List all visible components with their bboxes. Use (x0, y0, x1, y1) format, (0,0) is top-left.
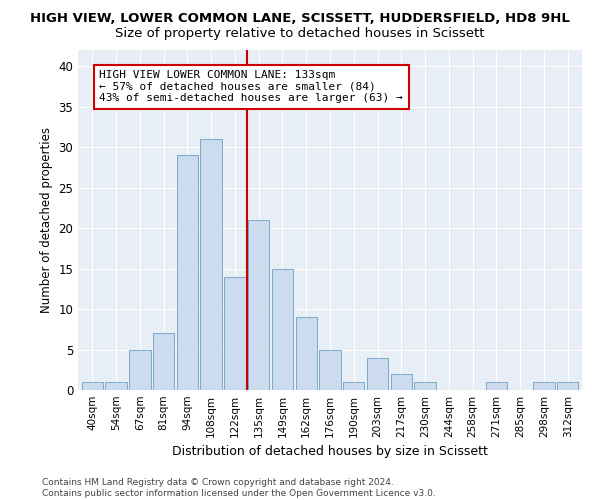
Bar (224, 276, 245, 390)
Bar (272, 268, 293, 390)
Bar (391, 374, 412, 390)
Text: Size of property relative to detached houses in Scissett: Size of property relative to detached ho… (115, 28, 485, 40)
Bar (129, 350, 151, 390)
Bar (176, 155, 198, 390)
Bar (319, 350, 341, 390)
Bar (343, 382, 364, 390)
Bar (296, 317, 317, 390)
Text: HIGH VIEW LOWER COMMON LANE: 133sqm
← 57% of detached houses are smaller (84)
43: HIGH VIEW LOWER COMMON LANE: 133sqm ← 57… (100, 70, 403, 103)
Bar (486, 382, 507, 390)
Bar (415, 382, 436, 390)
Bar (106, 382, 127, 390)
Bar (557, 382, 578, 390)
Text: Contains HM Land Registry data © Crown copyright and database right 2024.
Contai: Contains HM Land Registry data © Crown c… (42, 478, 436, 498)
Bar (82, 382, 103, 390)
Text: HIGH VIEW, LOWER COMMON LANE, SCISSETT, HUDDERSFIELD, HD8 9HL: HIGH VIEW, LOWER COMMON LANE, SCISSETT, … (30, 12, 570, 26)
Bar (367, 358, 388, 390)
Bar (533, 382, 554, 390)
Bar (153, 334, 174, 390)
Bar (200, 139, 222, 390)
Bar (248, 220, 269, 390)
Y-axis label: Number of detached properties: Number of detached properties (40, 127, 53, 313)
X-axis label: Distribution of detached houses by size in Scissett: Distribution of detached houses by size … (172, 446, 488, 458)
